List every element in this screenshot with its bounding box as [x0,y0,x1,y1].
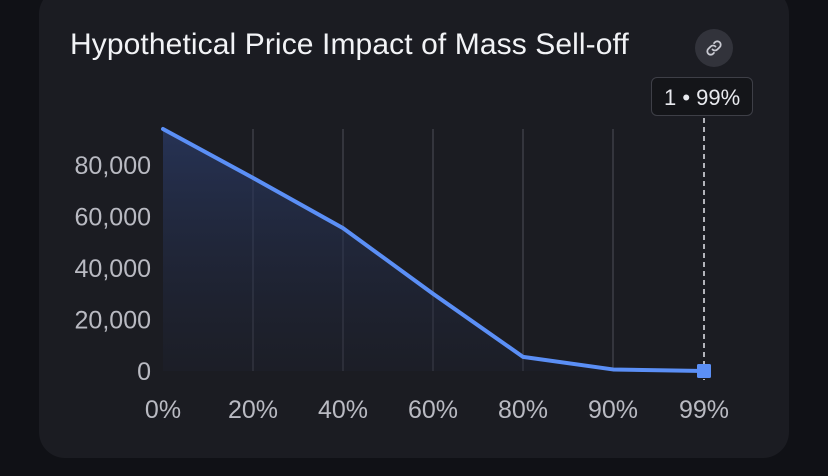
series-area [163,129,704,371]
x-tick-label: 20% [228,396,278,424]
hover-tooltip: 1 • 99% [651,77,754,116]
highlighted-data-point[interactable] [697,364,711,378]
x-tick-label: 99% [679,396,729,424]
y-tick-label: 0 [137,358,151,386]
series-line [161,127,706,373]
x-tick-label: 80% [498,396,548,424]
link-icon [706,40,722,56]
chart-title: Hypothetical Price Impact of Mass Sell-o… [70,28,629,61]
y-tick-label: 60,000 [75,204,151,232]
y-tick-label: 20,000 [75,307,151,335]
x-tick-label: 0% [145,396,181,424]
copy-link-button[interactable] [695,29,733,67]
y-tick-label: 80,000 [75,152,151,180]
y-tick-label: 40,000 [75,255,151,283]
x-tick-label: 90% [588,396,638,424]
x-tick-label: 60% [408,396,458,424]
x-tick-label: 40% [318,396,368,424]
